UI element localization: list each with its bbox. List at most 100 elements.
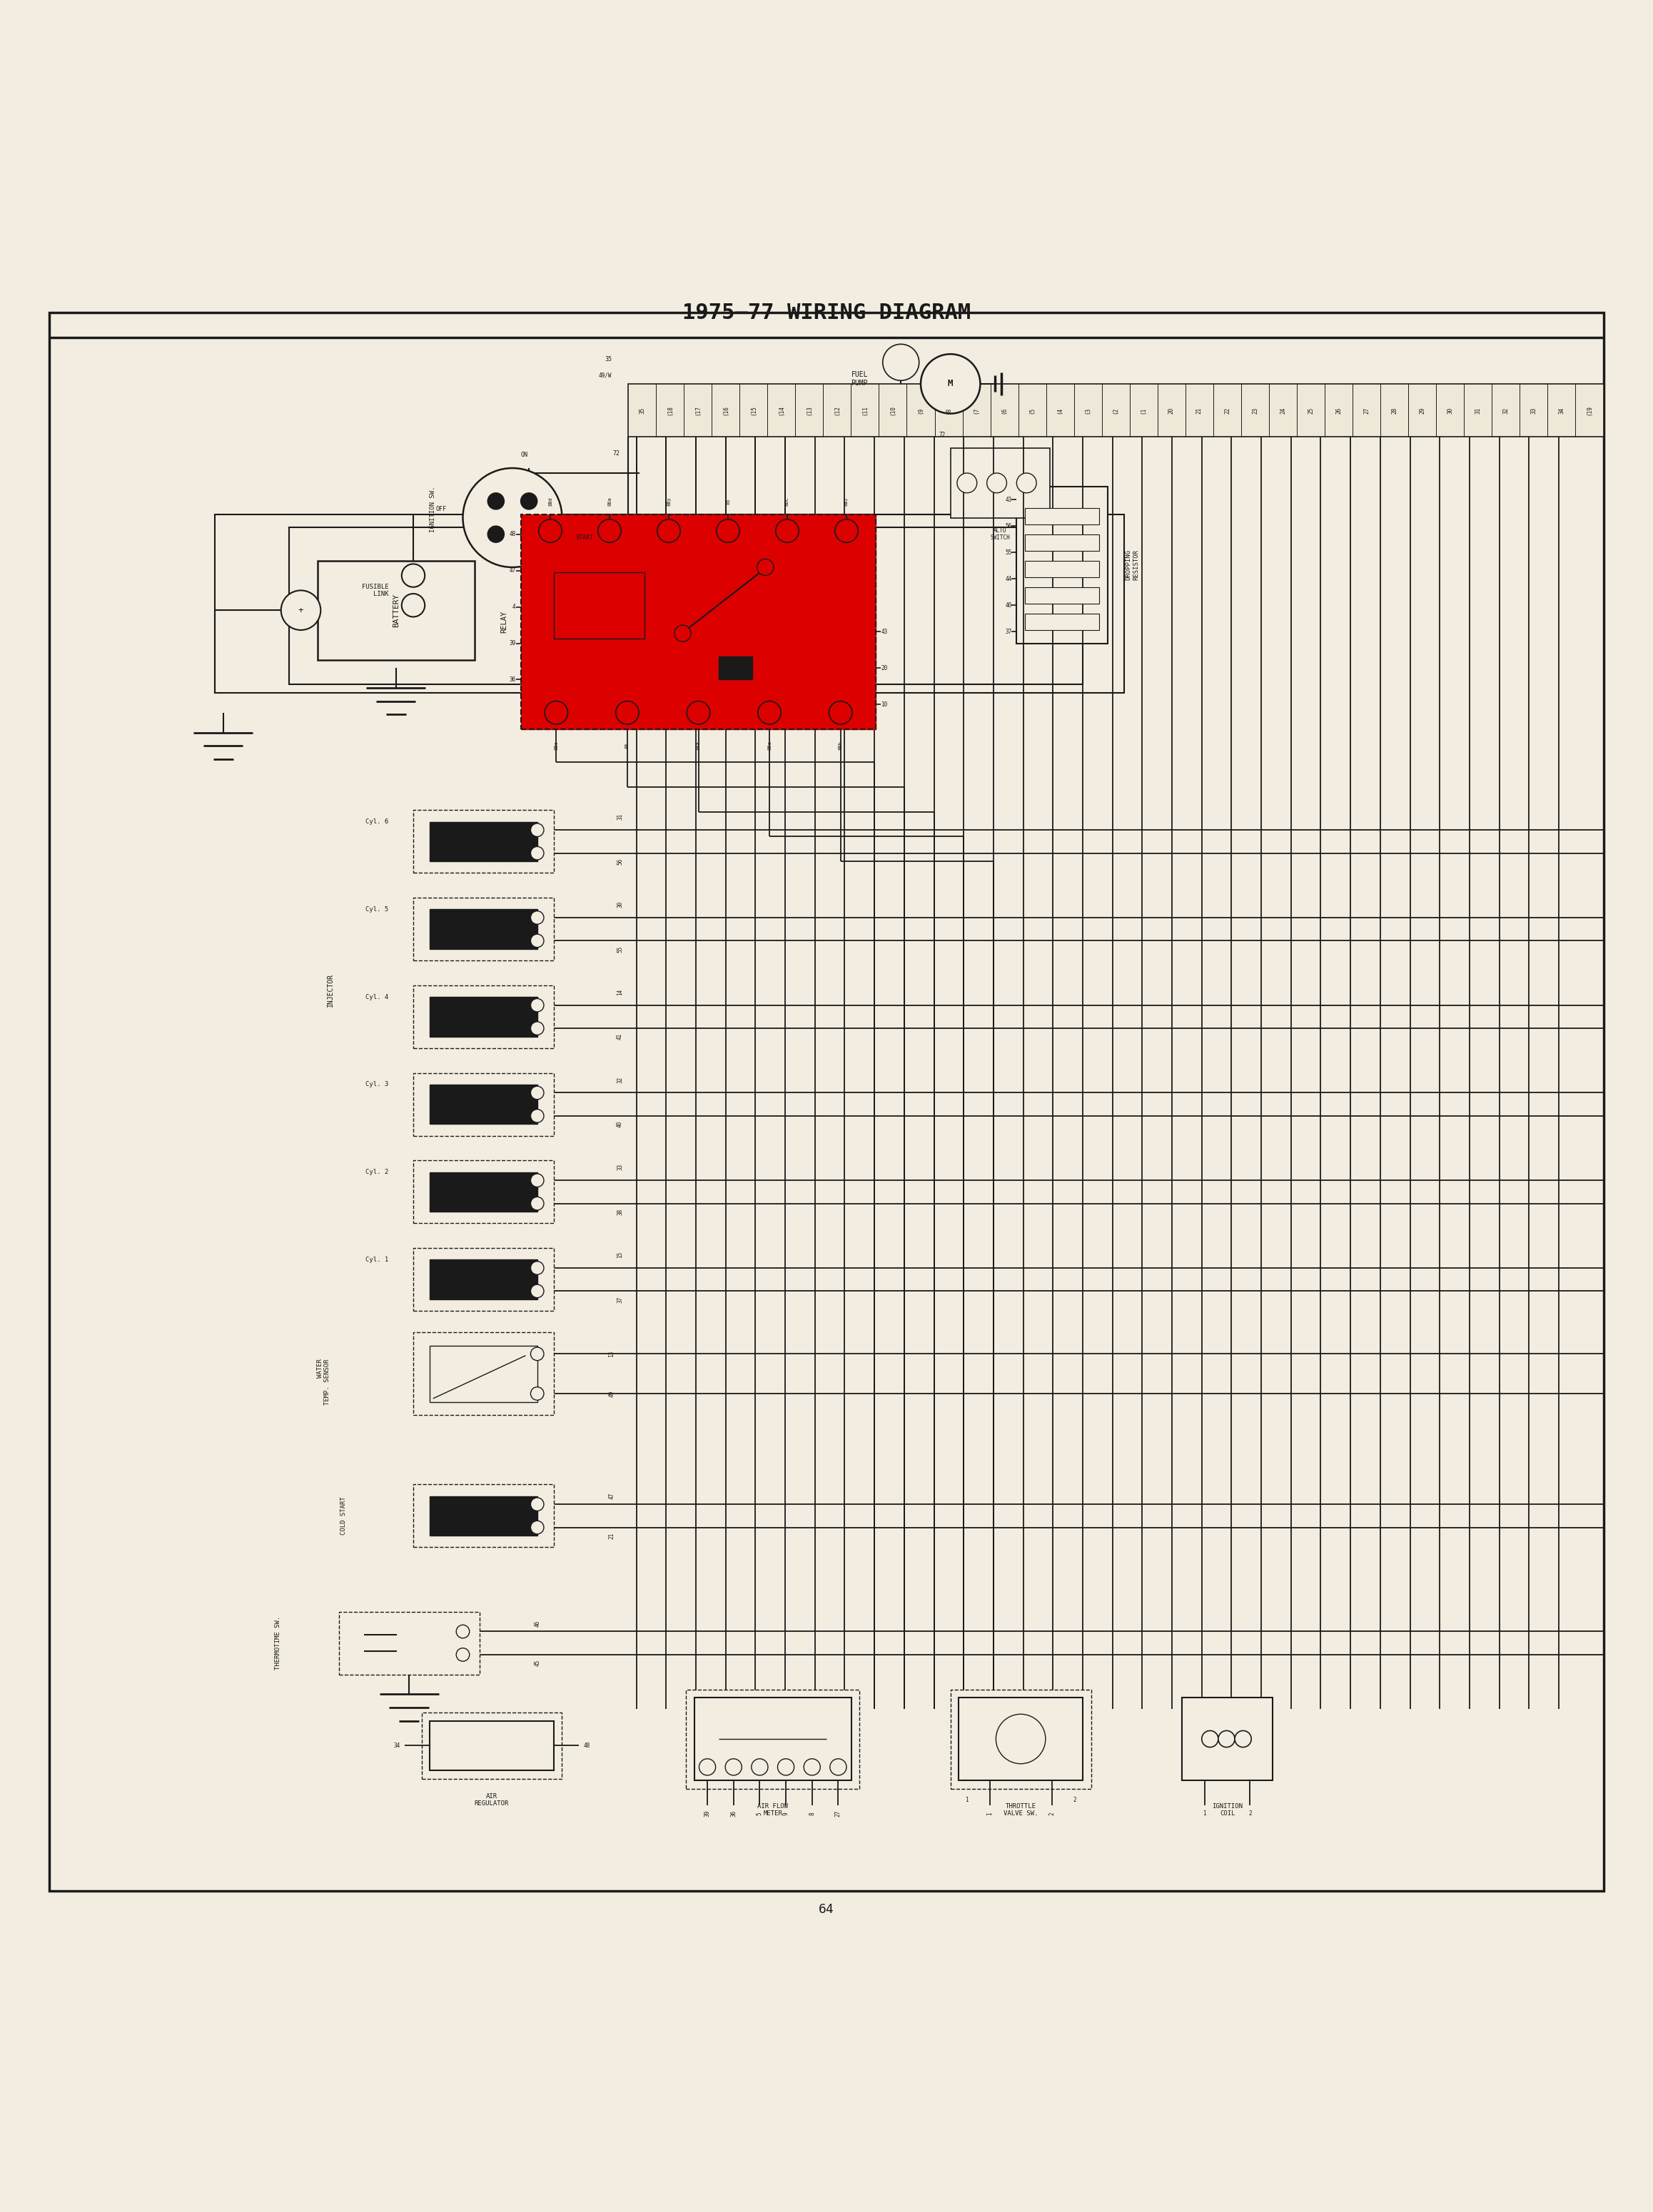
Circle shape (531, 1347, 544, 1360)
Circle shape (521, 526, 537, 542)
Circle shape (531, 911, 544, 925)
Text: 55: 55 (1005, 549, 1012, 555)
Circle shape (957, 473, 977, 493)
Text: FUEL
PUMP: FUEL PUMP (851, 372, 868, 387)
Text: 44: 44 (1005, 575, 1012, 582)
Bar (628, 385, 1603, 436)
Bar (413, 898, 554, 960)
Circle shape (531, 1498, 544, 1511)
Circle shape (531, 1022, 544, 1035)
Text: WATER
TEMP. SENSOR: WATER TEMP. SENSOR (317, 1358, 331, 1405)
Text: 33: 33 (1531, 407, 1537, 414)
Text: 34: 34 (1559, 407, 1565, 414)
Text: 27: 27 (1364, 407, 1370, 414)
Bar (1182, 1697, 1273, 1781)
Text: 1: 1 (987, 1812, 993, 1816)
Text: 45: 45 (534, 1659, 541, 1666)
Circle shape (531, 1387, 544, 1400)
Bar (430, 1495, 537, 1535)
Text: 49: 49 (608, 1391, 615, 1396)
Bar (430, 1259, 537, 1298)
Bar (413, 1248, 554, 1312)
Text: Cyl. 2: Cyl. 2 (365, 1168, 388, 1175)
Bar (430, 1345, 537, 1402)
Text: (3: (3 (1084, 407, 1091, 414)
Text: 72: 72 (939, 431, 946, 438)
Text: 1: 1 (1203, 1809, 1207, 1816)
Circle shape (1235, 1730, 1251, 1747)
Text: 88c: 88c (554, 741, 559, 750)
Text: Cyl. 1: Cyl. 1 (365, 1256, 388, 1263)
Circle shape (531, 1522, 544, 1533)
Text: (14: (14 (779, 405, 785, 416)
Text: 88b: 88b (838, 741, 843, 750)
Bar (430, 821, 537, 860)
Circle shape (615, 701, 638, 723)
Circle shape (281, 591, 321, 630)
Text: 46: 46 (534, 1619, 541, 1626)
Text: 36: 36 (509, 677, 516, 684)
Circle shape (531, 823, 544, 836)
Circle shape (726, 1759, 742, 1776)
Text: 88a: 88a (696, 741, 701, 750)
Text: 20: 20 (881, 666, 888, 670)
Circle shape (463, 469, 562, 566)
Text: 2: 2 (1248, 1809, 1251, 1816)
Bar (1025, 613, 1099, 630)
Text: 1: 1 (965, 1796, 969, 1803)
Text: (18: (18 (666, 405, 673, 416)
Bar (686, 1690, 860, 1790)
Text: (16: (16 (722, 405, 729, 416)
Bar (215, 515, 1124, 692)
Text: 21: 21 (608, 1533, 615, 1540)
Text: 37: 37 (617, 1296, 623, 1303)
Text: 32: 32 (617, 1077, 623, 1084)
Text: 13: 13 (608, 1352, 615, 1358)
Text: (1: (1 (1141, 407, 1147, 414)
Text: 36: 36 (731, 1809, 737, 1816)
Bar (430, 909, 537, 949)
Text: 8: 8 (808, 1812, 815, 1816)
Circle shape (531, 1086, 544, 1099)
Text: (19: (19 (1587, 405, 1593, 416)
Text: 56: 56 (1005, 522, 1012, 529)
Text: 86a: 86a (607, 498, 612, 507)
Text: THERMOTIME SW.: THERMOTIME SW. (274, 1617, 281, 1670)
Bar (1025, 509, 1099, 524)
Text: 26: 26 (1336, 407, 1342, 414)
Bar (413, 1161, 554, 1223)
Circle shape (757, 560, 774, 575)
Circle shape (777, 1759, 793, 1776)
Text: 48: 48 (509, 531, 516, 538)
Text: 72: 72 (613, 449, 620, 456)
Circle shape (752, 1759, 769, 1776)
Bar (430, 1084, 537, 1124)
Text: (6: (6 (1002, 407, 1008, 414)
Bar (413, 984, 554, 1048)
Text: 22: 22 (1223, 407, 1230, 414)
Circle shape (828, 701, 853, 723)
Circle shape (531, 1197, 544, 1210)
Circle shape (531, 1285, 544, 1298)
Text: 48: 48 (584, 1743, 590, 1750)
Bar (1025, 586, 1099, 604)
Text: ALTO
SWITCH: ALTO SWITCH (990, 526, 1010, 542)
Text: 86: 86 (625, 743, 630, 750)
Circle shape (686, 701, 711, 723)
Bar (413, 810, 554, 874)
Text: (9: (9 (917, 407, 924, 414)
Text: 30: 30 (617, 900, 623, 907)
Circle shape (402, 593, 425, 617)
Circle shape (674, 626, 691, 641)
Text: 32: 32 (1503, 407, 1509, 414)
Bar (950, 1690, 1091, 1790)
Text: Cyl. 3: Cyl. 3 (365, 1082, 388, 1088)
Circle shape (995, 1714, 1045, 1763)
Text: (13: (13 (807, 405, 813, 416)
Circle shape (699, 1759, 716, 1776)
Text: 43: 43 (1005, 495, 1012, 502)
Circle shape (531, 1108, 544, 1121)
Text: 9: 9 (782, 1812, 788, 1816)
Circle shape (835, 520, 858, 542)
Bar (413, 1073, 554, 1135)
